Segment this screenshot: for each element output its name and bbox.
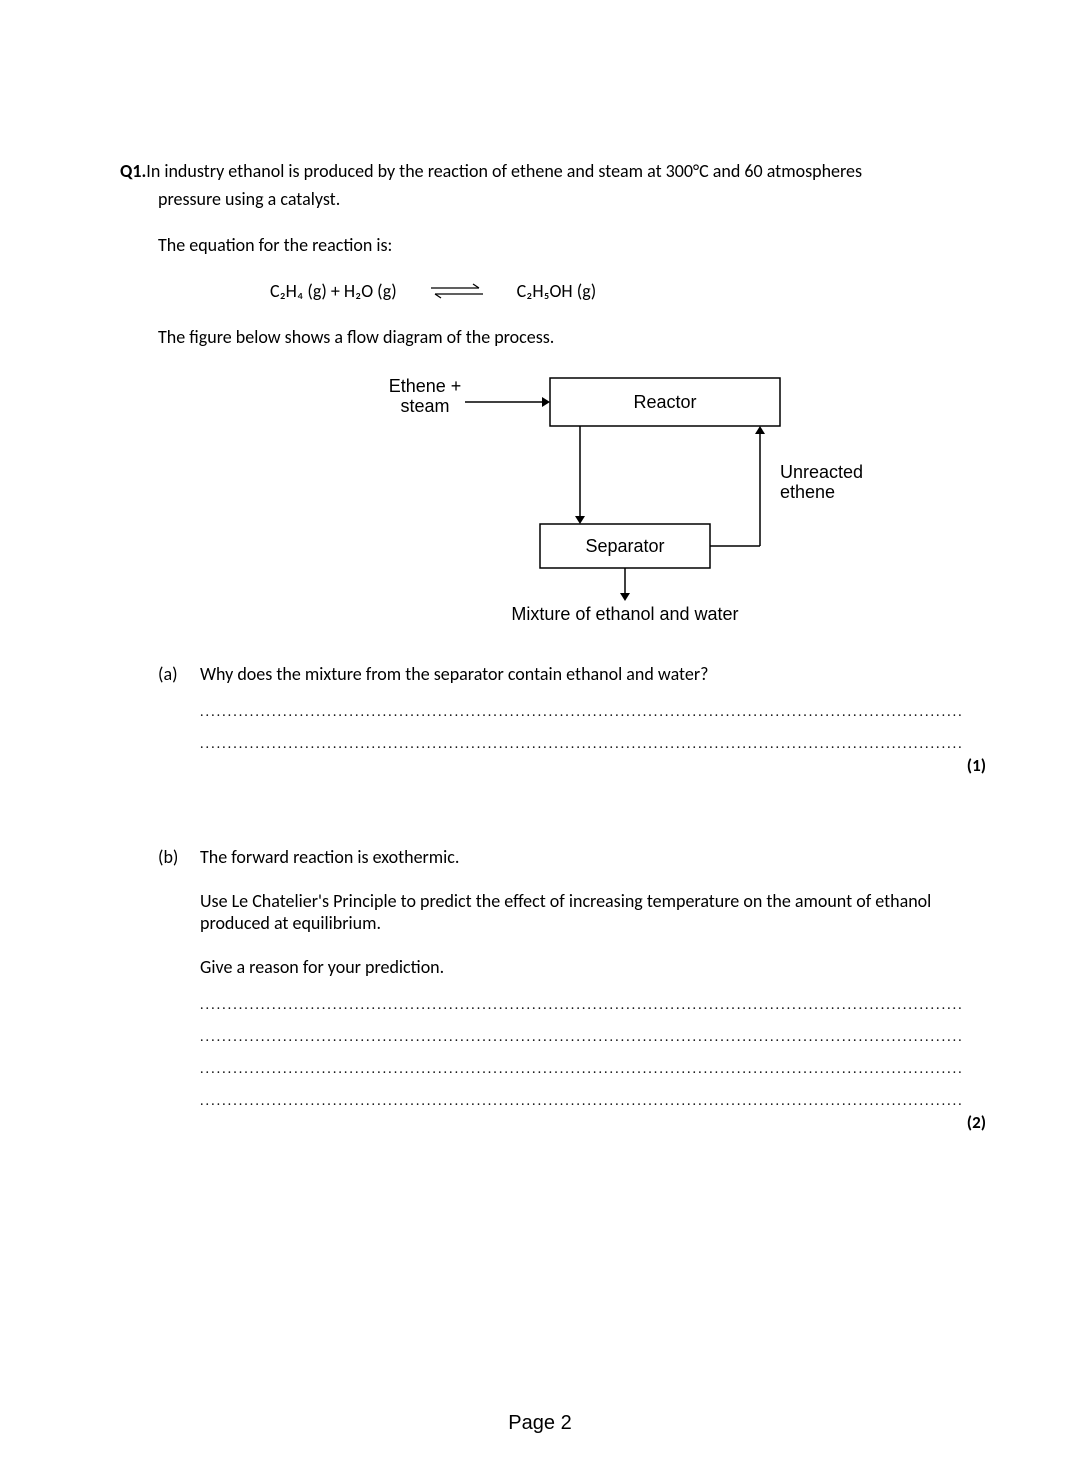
part-b: (b) The forward reaction is exothermic. … <box>158 846 990 1106</box>
part-b-line1: The forward reaction is exothermic. <box>200 846 990 868</box>
input-label-1: Ethene + <box>389 376 462 396</box>
answer-line: ........................................… <box>200 1060 990 1074</box>
separator-label: Separator <box>585 536 664 556</box>
equation-intro: The equation for the reaction is: <box>158 234 990 256</box>
equation-left: C₂H₄ (g) + H₂O (g) <box>270 280 397 302</box>
part-a-marks: (1) <box>120 755 990 776</box>
question-number: Q1. <box>120 160 146 182</box>
equation-right: C₂H₅OH (g) <box>517 280 597 302</box>
figure-caption: The figure below shows a flow diagram of… <box>158 326 990 348</box>
part-a: (a) Why does the mixture from the separa… <box>158 663 990 749</box>
part-b-line3: Give a reason for your prediction. <box>200 956 990 978</box>
equation: C₂H₄ (g) + H₂O (g) C₂H₅OH (g) <box>270 280 990 302</box>
equilibrium-arrow-icon <box>427 281 487 301</box>
answer-line: ........................................… <box>200 1092 990 1106</box>
input-label-2: steam <box>400 396 449 416</box>
intro-text-1: In industry ethanol is produced by the r… <box>146 160 862 182</box>
recycle-label-1: Unreacted <box>780 462 863 482</box>
answer-line: ........................................… <box>200 735 990 749</box>
intro-text-2: pressure using a catalyst. <box>158 188 990 210</box>
flow-diagram: Reactor Ethene + steam Separator Unreact… <box>120 368 990 633</box>
page: Q1.In industry ethanol is produced by th… <box>0 0 1080 1475</box>
output-label: Mixture of ethanol and water <box>511 604 738 624</box>
recycle-label-2: ethene <box>780 482 835 502</box>
answer-line: ........................................… <box>200 703 990 717</box>
answer-line: ........................................… <box>200 996 990 1010</box>
part-a-text: Why does the mixture from the separator … <box>200 663 990 685</box>
part-b-marks: (2) <box>120 1112 990 1133</box>
question-intro-line1: Q1.In industry ethanol is produced by th… <box>120 160 990 182</box>
part-a-letter: (a) <box>158 663 200 749</box>
answer-line: ........................................… <box>200 1028 990 1042</box>
part-b-line2: Use Le Chatelier's Principle to predict … <box>200 890 990 934</box>
reactor-label: Reactor <box>633 392 696 412</box>
page-number: Page 2 <box>0 1412 1080 1435</box>
part-b-letter: (b) <box>158 846 200 1106</box>
